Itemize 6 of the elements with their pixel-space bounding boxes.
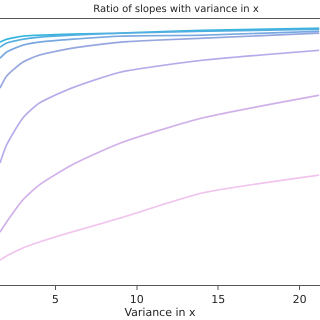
chart-title: Ratio of slopes with variance in x (93, 4, 259, 15)
x-tick-label: 20 (292, 293, 307, 306)
x-tick-label: 15 (211, 293, 226, 306)
x-tick-label: 5 (52, 293, 59, 306)
x-axis-title: Variance in x (124, 306, 196, 320)
x-tick-label: 10 (130, 293, 144, 306)
